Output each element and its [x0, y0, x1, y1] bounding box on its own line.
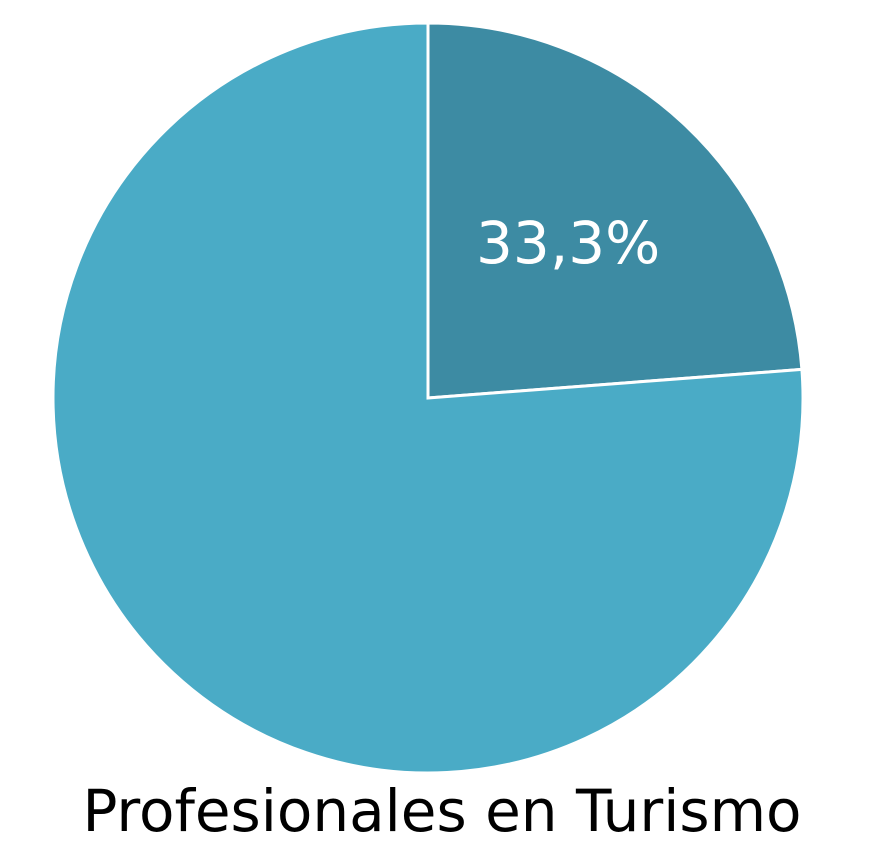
pie-slice [51, 21, 805, 775]
data-label: 33,3% [476, 209, 660, 277]
pie-slice [426, 21, 804, 400]
chart-title: Profesionales en Turismo [82, 777, 801, 845]
